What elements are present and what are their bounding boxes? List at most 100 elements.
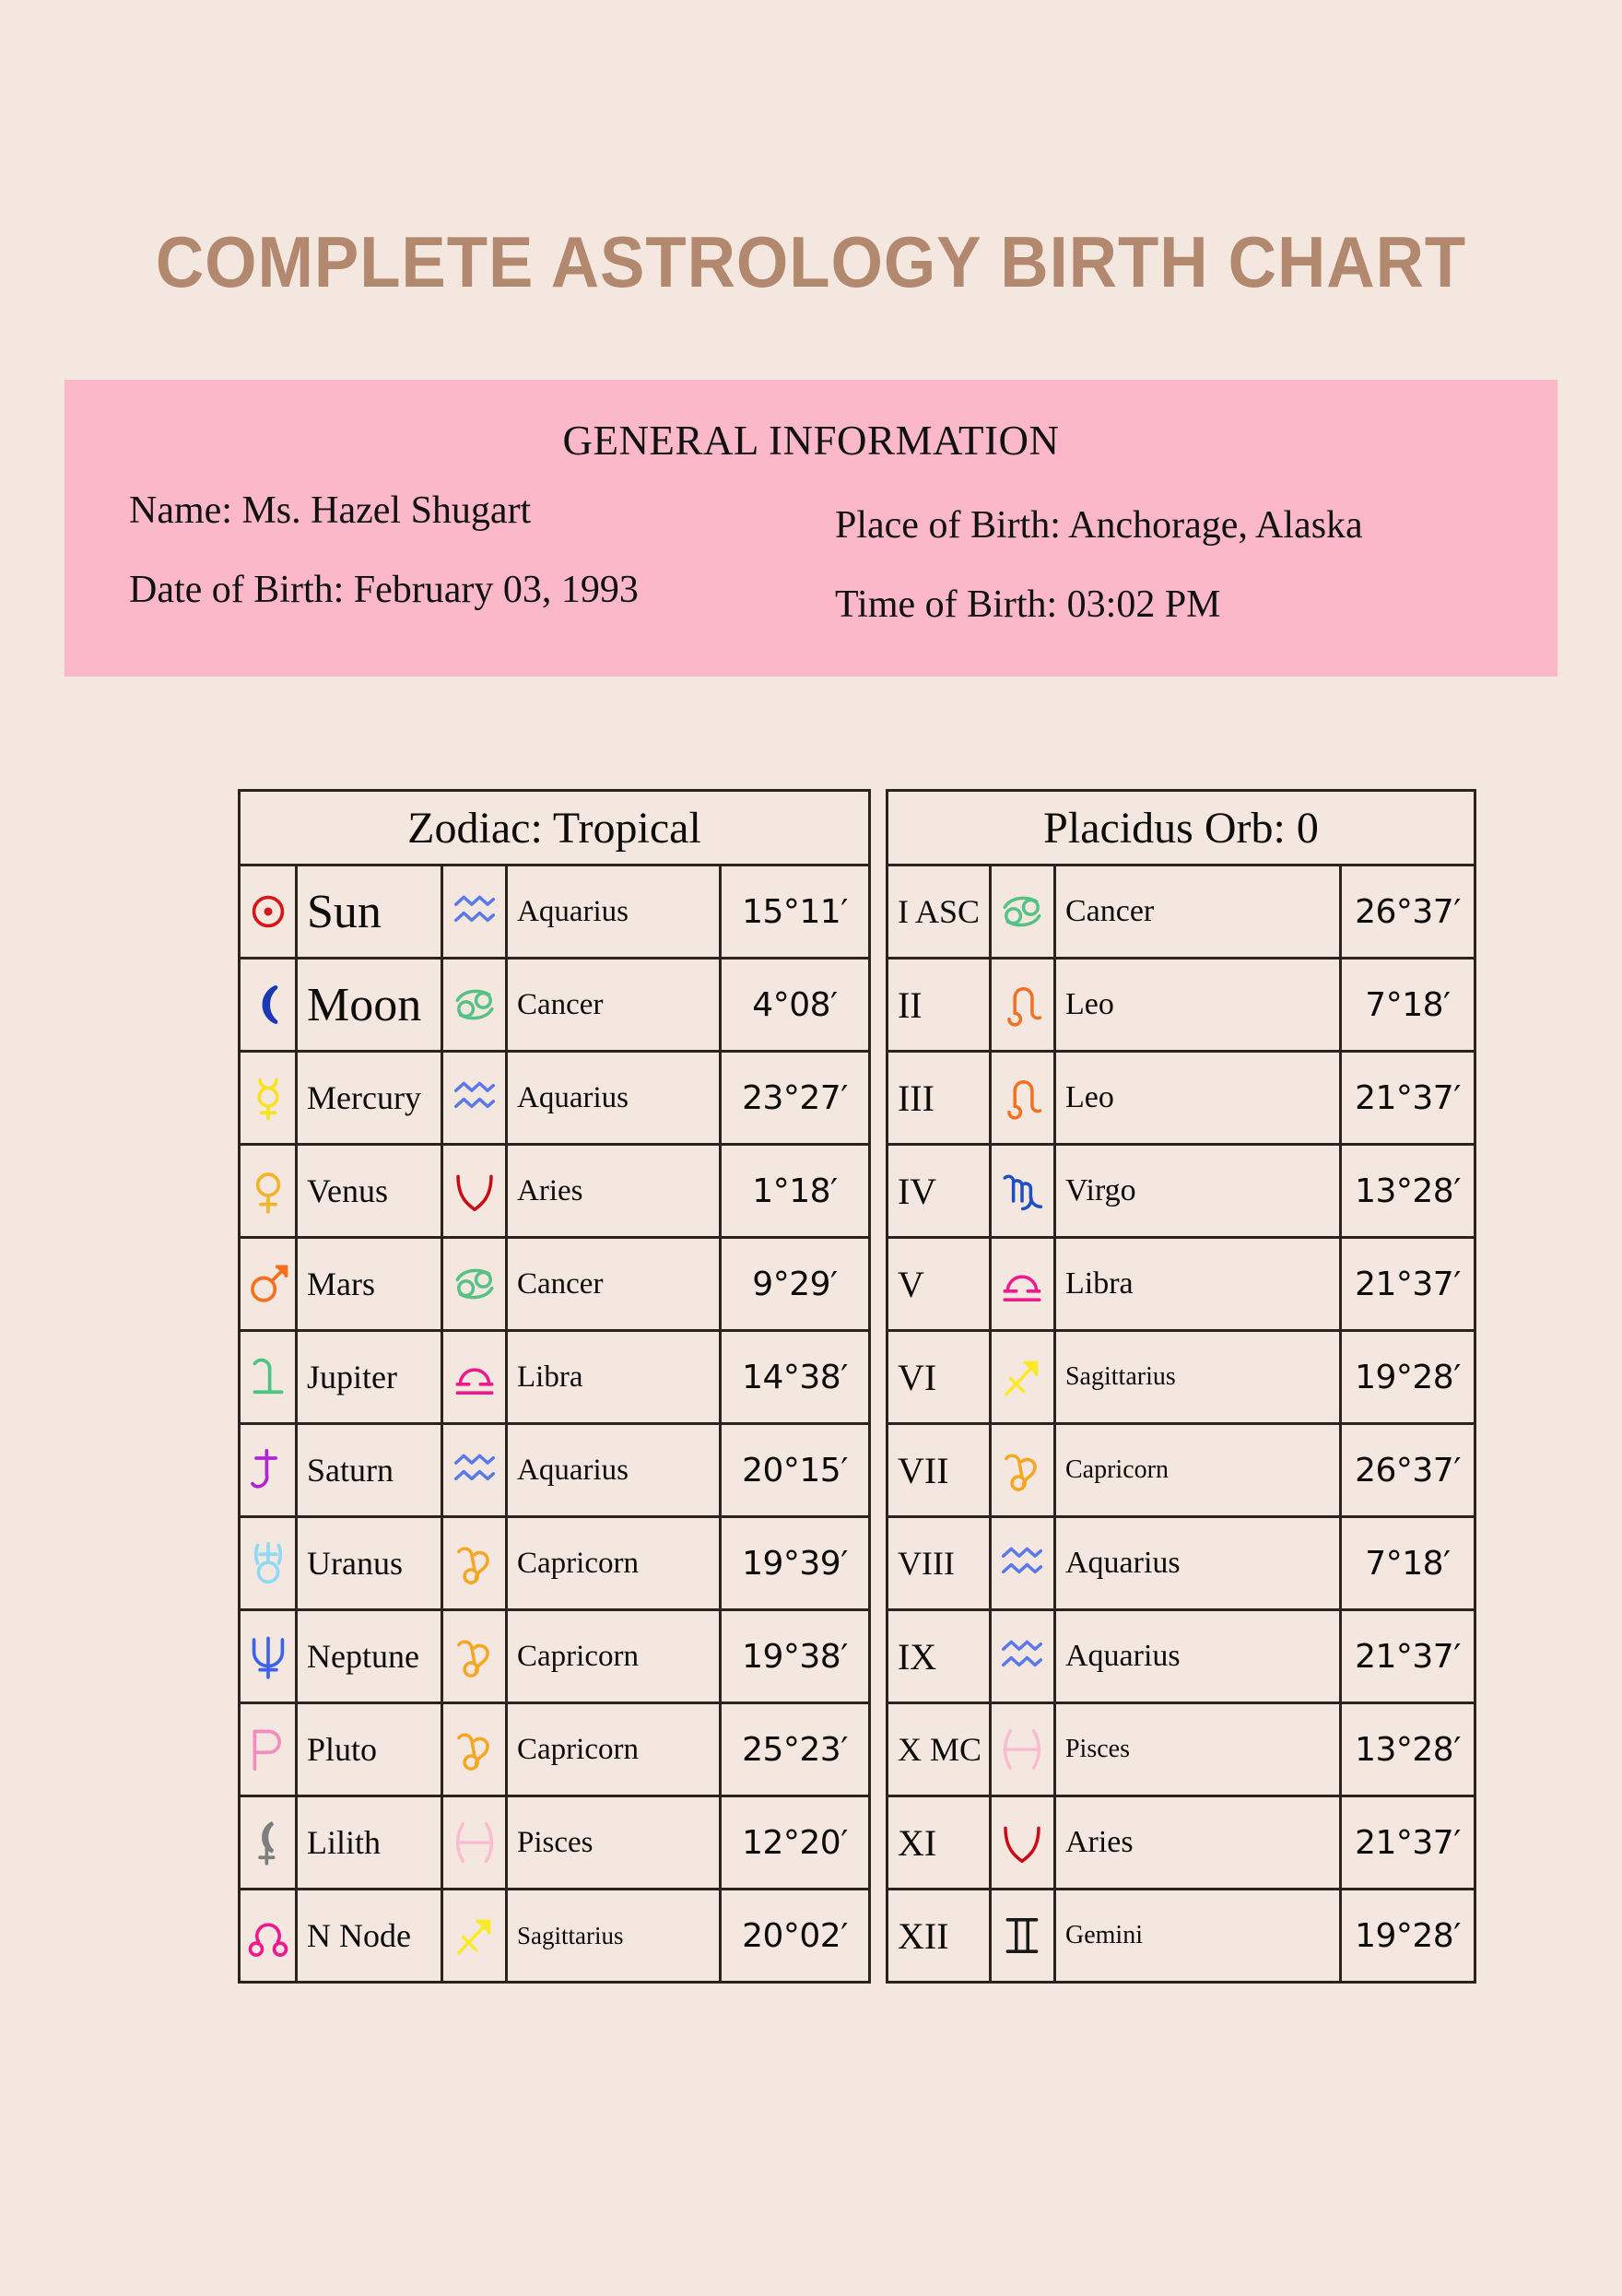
planet-row: Lilith Pisces 12°20′ [238, 1795, 871, 1890]
planet-symbol-cell [238, 1236, 298, 1332]
house-sign-name: Capricorn [1064, 1455, 1169, 1484]
date-of-birth-field: Date of Birth: February 03, 1993 [129, 569, 639, 612]
sign-name: Capricorn [517, 1732, 639, 1766]
house-degree-cell: 26°37′ [1338, 864, 1477, 960]
planet-row: Uranus Capricorn 19°39′ [238, 1515, 871, 1611]
house-row: VII Capricorn 26°37′ [885, 1422, 1477, 1518]
degree-value: 4°08′ [752, 985, 838, 1024]
general-information-fields: Name: Ms. Hazel Shugart Place of Birth: … [65, 465, 1557, 628]
libra-icon [992, 1239, 1053, 1329]
sign-name-cell: Aquarius [505, 864, 722, 960]
degree-cell: 1°18′ [719, 1143, 871, 1239]
planet-name: Lilith [307, 1824, 381, 1861]
sign-symbol-cell [441, 1795, 508, 1890]
planet-name: Mars [307, 1266, 375, 1302]
house-number-cell: IX [885, 1608, 992, 1704]
houses-table: Placidus Orb: 0 I ASC Cancer 26°37′ II Leo 7°… [885, 789, 1477, 1984]
house-number: IV [897, 1170, 937, 1212]
planets-table-header: Zodiac: Tropical [238, 789, 871, 866]
degree-value: 1°18′ [752, 1172, 838, 1210]
sign-name-cell: Libra [505, 1329, 722, 1425]
pisces-icon [992, 1704, 1053, 1795]
capricorn-icon [443, 1704, 505, 1795]
sign-name-cell: Sagittarius [505, 1888, 722, 1984]
pisces-icon [443, 1797, 505, 1888]
planet-name-cell: Lilith [295, 1795, 443, 1890]
planet-name: Saturn [307, 1452, 394, 1489]
house-sign-name-cell: Gemini [1052, 1888, 1342, 1984]
house-degree-cell: 13°28′ [1338, 1143, 1477, 1239]
house-row: X MC Pisces 13°28′ [885, 1701, 1477, 1797]
planet-symbol-cell [238, 1888, 298, 1984]
planet-symbol-cell [238, 957, 298, 1053]
aquarius-icon [443, 1053, 505, 1143]
house-degree-cell: 26°37′ [1338, 1422, 1477, 1518]
uranus-icon [241, 1518, 295, 1608]
sign-symbol-cell [441, 1888, 508, 1984]
birth-chart-tables: Zodiac: Tropical Sun Aquarius 15°11′ Moon Ca… [238, 789, 1477, 1984]
house-number: II [897, 983, 923, 1026]
planet-name-cell: Mercury [295, 1050, 443, 1146]
house-sign-symbol-cell [988, 864, 1056, 960]
sign-name-cell: Pisces [505, 1795, 722, 1890]
virgo-icon [992, 1146, 1053, 1236]
planet-name: Neptune [307, 1638, 419, 1675]
planet-name: Venus [307, 1172, 388, 1209]
house-degree-value: 19°28′ [1355, 1916, 1461, 1955]
house-degree-value: 19°28′ [1355, 1358, 1461, 1396]
degree-value: 20°15′ [742, 1451, 848, 1489]
house-sign-name-cell: Cancer [1052, 864, 1342, 960]
house-degree-cell: 21°37′ [1338, 1608, 1477, 1704]
sagittarius-icon [443, 1890, 505, 1981]
house-degree-value: 7°18′ [1365, 1544, 1451, 1583]
planet-name: Uranus [307, 1545, 403, 1582]
house-degree-cell: 19°28′ [1338, 1888, 1477, 1984]
sign-name-cell: Capricorn [505, 1608, 722, 1704]
house-sign-name-cell: Pisces [1052, 1701, 1342, 1797]
house-degree-cell: 7°18′ [1338, 1515, 1477, 1611]
house-sign-name-cell: Libra [1052, 1236, 1342, 1332]
planet-name-cell: Neptune [295, 1608, 443, 1704]
aquarius-icon [443, 866, 505, 957]
planet-name-cell: N Node [295, 1888, 443, 1984]
planet-symbol-cell [238, 1515, 298, 1611]
sign-name-cell: Cancer [505, 957, 722, 1053]
degree-value: 14°38′ [742, 1358, 848, 1396]
sign-name: Aquarius [517, 894, 629, 928]
planet-name-cell: Saturn [295, 1422, 443, 1518]
house-number-cell: III [885, 1050, 992, 1146]
planet-symbol-cell [238, 1422, 298, 1518]
capricorn-icon [443, 1518, 505, 1608]
planet-symbol-cell [238, 1795, 298, 1890]
name-field: Name: Ms. Hazel Shugart [129, 489, 532, 532]
house-degree-value: 21°37′ [1355, 1078, 1461, 1117]
house-degree-cell: 21°37′ [1338, 1795, 1477, 1890]
house-sign-name: Leo [1064, 987, 1114, 1021]
house-number: V [897, 1263, 924, 1305]
house-row: III Leo 21°37′ [885, 1050, 1477, 1146]
planet-name: N Node [307, 1917, 411, 1954]
house-sign-name-cell: Sagittarius [1052, 1329, 1342, 1425]
degree-value: 19°39′ [742, 1544, 848, 1583]
sign-symbol-cell [441, 1050, 508, 1146]
table-gutter [871, 789, 886, 1984]
house-number-cell: I ASC [885, 864, 992, 960]
sign-name: Sagittarius [517, 1921, 624, 1949]
planet-name-cell: Moon [295, 957, 443, 1053]
house-sign-name: Aquarius [1064, 1639, 1181, 1673]
degree-cell: 14°38′ [719, 1329, 871, 1425]
house-sign-name: Aquarius [1064, 1546, 1181, 1580]
house-row: VI Sagittarius 19°28′ [885, 1329, 1477, 1425]
house-row: IV Virgo 13°28′ [885, 1143, 1477, 1239]
planet-row: N Node Sagittarius 20°02′ [238, 1888, 871, 1984]
house-row: XI Aries 21°37′ [885, 1795, 1477, 1890]
aquarius-icon [443, 1425, 505, 1515]
house-number-cell: VIII [885, 1515, 992, 1611]
planet-name: Jupiter [307, 1359, 397, 1395]
sagittarius-icon [992, 1332, 1053, 1422]
jupiter-icon [241, 1332, 295, 1422]
sign-symbol-cell [441, 1422, 508, 1518]
planet-name: Sun [307, 885, 382, 938]
house-sign-symbol-cell [988, 1050, 1056, 1146]
house-number: XI [897, 1821, 937, 1864]
